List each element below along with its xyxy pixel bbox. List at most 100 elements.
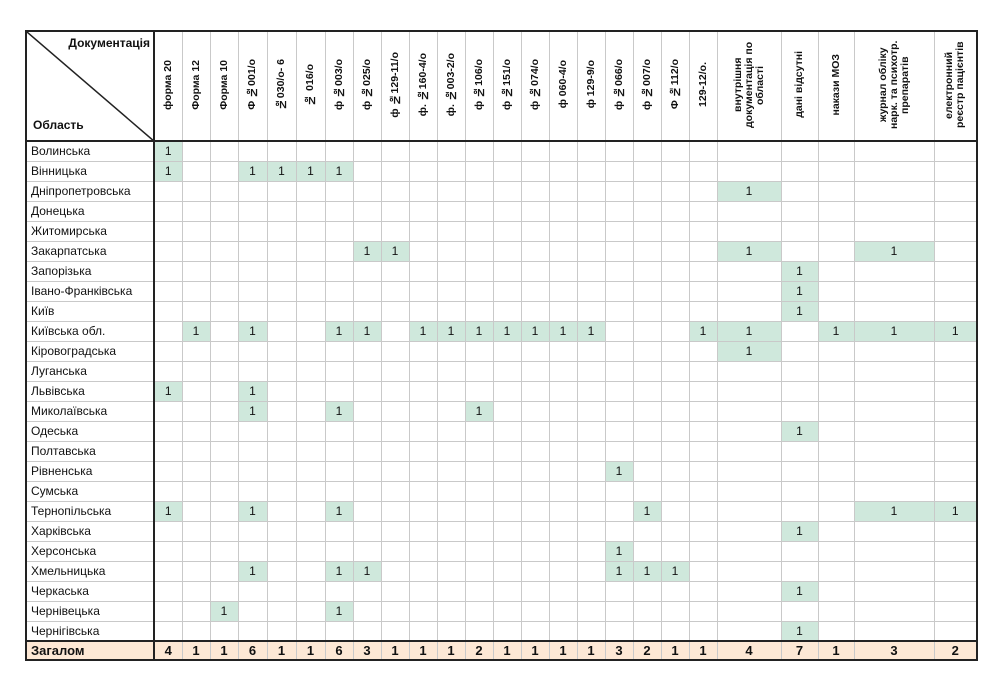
- table-cell: [933, 420, 978, 442]
- table-cell: [408, 620, 438, 642]
- column-header: ф №074/о: [520, 30, 550, 142]
- table-cell: 1: [324, 160, 354, 182]
- table-cell: [660, 520, 690, 542]
- table-cell: [181, 160, 211, 182]
- table-cell: [464, 380, 494, 402]
- table-cell: [548, 260, 578, 282]
- table-cell: [716, 140, 782, 162]
- total-cell: 1: [520, 640, 550, 661]
- table-cell: [324, 480, 354, 502]
- column-header: ф №025/о: [352, 30, 382, 142]
- region-name: Одеська: [25, 420, 155, 442]
- table-cell: [408, 600, 438, 622]
- table-cell: [492, 400, 522, 422]
- table-cell: [352, 500, 382, 522]
- region-name: Миколаївська: [25, 400, 155, 422]
- table-cell: [408, 300, 438, 322]
- table-cell: [780, 340, 819, 362]
- table-cell: [660, 300, 690, 322]
- table-cell: 1: [352, 560, 382, 582]
- table-cell: [520, 200, 550, 222]
- table-cell: [933, 600, 978, 622]
- table-cell: [352, 300, 382, 322]
- table-cell: [688, 340, 718, 362]
- table-cell: [181, 520, 211, 542]
- table-cell: [237, 360, 268, 382]
- table-cell: [688, 400, 718, 422]
- table-cell: [408, 380, 438, 402]
- table-cell: [933, 360, 978, 382]
- table-cell: [817, 360, 855, 382]
- table-cell: [324, 260, 354, 282]
- table-cell: [604, 360, 634, 382]
- table-cell: [716, 300, 782, 322]
- column-header: Ф №001/о: [237, 30, 268, 142]
- table-cell: [436, 160, 466, 182]
- table-cell: [576, 360, 606, 382]
- total-cell: 2: [933, 640, 978, 661]
- table-cell: 1: [352, 240, 382, 262]
- table-cell: [380, 480, 410, 502]
- table-cell: [209, 280, 239, 302]
- table-cell: [295, 540, 326, 562]
- table-cell: [181, 440, 211, 462]
- table-cell: [266, 620, 297, 642]
- table-cell: [660, 360, 690, 382]
- table-cell: [295, 560, 326, 582]
- table-cell: [181, 480, 211, 502]
- table-cell: [520, 260, 550, 282]
- table-cell: [380, 400, 410, 422]
- column-header: журнал обліку нарк. та психотр. препарат…: [853, 30, 935, 142]
- table-cell: [266, 260, 297, 282]
- table-cell: [153, 620, 183, 642]
- table-cell: [520, 180, 550, 202]
- table-cell: [716, 620, 782, 642]
- table-cell: [464, 440, 494, 462]
- table-cell: 1: [688, 320, 718, 342]
- table-cell: [716, 600, 782, 622]
- table-cell: 1: [464, 320, 494, 342]
- table-cell: [660, 420, 690, 442]
- table-cell: [492, 620, 522, 642]
- table-cell: [520, 480, 550, 502]
- region-name: Чернівецька: [25, 600, 155, 622]
- table-cell: [492, 200, 522, 222]
- table-cell: [604, 500, 634, 522]
- table-cell: [436, 580, 466, 602]
- column-header-label: ф. №160-4/о: [416, 52, 429, 117]
- table-cell: [853, 580, 935, 602]
- table-cell: [464, 180, 494, 202]
- table-cell: [380, 220, 410, 242]
- table-cell: 1: [853, 320, 935, 342]
- table-cell: 1: [604, 560, 634, 582]
- table-cell: [209, 480, 239, 502]
- table-cell: [933, 540, 978, 562]
- table-cell: [817, 380, 855, 402]
- table-cell: [632, 620, 662, 642]
- table-cell: [266, 320, 297, 342]
- table-cell: [266, 500, 297, 522]
- table-cell: 1: [237, 400, 268, 422]
- table-cell: [548, 520, 578, 542]
- table-row: Сумська: [25, 480, 978, 502]
- table-cell: [352, 540, 382, 562]
- table-cell: [933, 560, 978, 582]
- table-cell: [380, 380, 410, 402]
- table-cell: [604, 320, 634, 342]
- table-cell: [324, 580, 354, 602]
- table-cell: [660, 400, 690, 422]
- table-cell: [153, 180, 183, 202]
- table-cell: [660, 320, 690, 342]
- table-cell: [688, 200, 718, 222]
- table-cell: [576, 300, 606, 322]
- column-header-label: внутрішня документація по області: [731, 41, 766, 128]
- total-cell: 1: [576, 640, 606, 661]
- table-cell: 1: [548, 320, 578, 342]
- column-header: ф №129-11/о: [380, 30, 410, 142]
- table-cell: [688, 600, 718, 622]
- table-cell: [237, 180, 268, 202]
- column-header-label: № 016/о: [304, 63, 316, 106]
- table-cell: 1: [604, 460, 634, 482]
- table-cell: [853, 200, 935, 222]
- table-cell: [548, 460, 578, 482]
